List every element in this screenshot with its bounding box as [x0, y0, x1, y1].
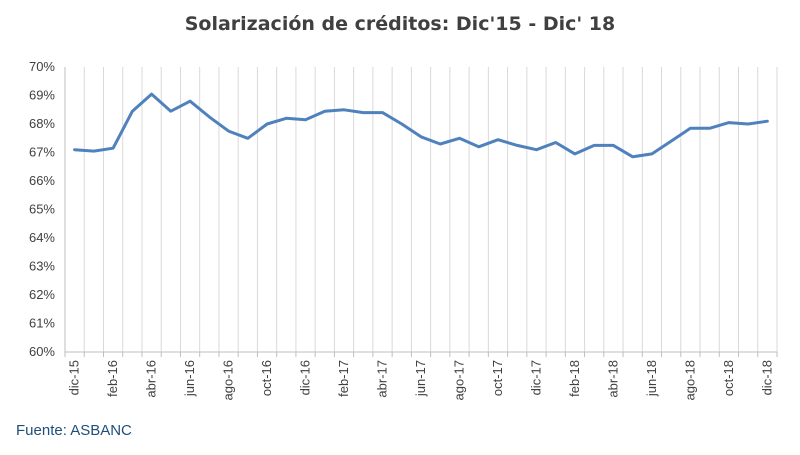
x-tick-label: jun-18 — [644, 360, 659, 397]
x-tick-label: ago-16 — [221, 360, 236, 400]
data-point — [362, 111, 365, 114]
data-point — [766, 120, 769, 123]
data-point — [554, 141, 557, 144]
y-tick-label: 67% — [29, 145, 55, 160]
data-point — [573, 152, 576, 155]
source-note: Fuente: ASBANC — [16, 422, 132, 439]
data-point — [112, 147, 115, 150]
data-point — [747, 123, 750, 126]
x-tick-label: ago-18 — [682, 360, 697, 400]
x-tick-label: dic-15 — [67, 360, 82, 395]
chart-title: Solarización de créditos: Dic'15 - Dic' … — [184, 13, 616, 35]
x-tick-label: abr-17 — [375, 360, 390, 398]
data-point — [208, 115, 211, 118]
data-point — [285, 117, 288, 120]
x-tick-label: feb-18 — [567, 360, 582, 397]
x-tick-label: abr-18 — [605, 360, 620, 398]
data-point — [535, 148, 538, 151]
data-point — [169, 110, 172, 113]
data-point — [150, 93, 153, 96]
data-point — [439, 142, 442, 145]
data-point — [689, 127, 692, 130]
y-tick-label: 63% — [29, 259, 55, 274]
data-point — [670, 140, 673, 143]
data-point — [593, 144, 596, 147]
x-tick-label: dic-18 — [759, 360, 774, 395]
data-point — [381, 111, 384, 114]
data-point — [73, 148, 76, 151]
y-tick-label: 64% — [29, 230, 55, 245]
x-tick-label: oct-18 — [721, 360, 736, 396]
data-point — [246, 137, 249, 140]
data-point — [650, 152, 653, 155]
data-point — [92, 150, 95, 153]
x-tick-label: oct-17 — [490, 360, 505, 396]
data-point — [458, 137, 461, 140]
y-tick-label: 60% — [29, 344, 55, 359]
data-point — [631, 155, 634, 158]
data-point — [708, 127, 711, 130]
y-tick-label: 68% — [29, 116, 55, 131]
data-point — [304, 118, 307, 121]
x-tick-label: feb-17 — [336, 360, 351, 397]
y-tick-label: 65% — [29, 202, 55, 217]
data-point — [496, 138, 499, 141]
x-tick-label: dic-16 — [298, 360, 313, 395]
data-point — [420, 135, 423, 138]
data-point — [612, 144, 615, 147]
data-point — [727, 121, 730, 124]
data-point — [477, 145, 480, 148]
data-point — [266, 123, 269, 126]
y-tick-label: 61% — [29, 316, 55, 331]
data-point — [131, 110, 134, 113]
y-tick-label: 62% — [29, 287, 55, 302]
data-point — [227, 130, 230, 133]
y-tick-label: 66% — [29, 173, 55, 188]
data-point — [343, 108, 346, 111]
data-point — [516, 144, 519, 147]
series-line — [73, 92, 769, 159]
x-tick-label: jun-16 — [182, 360, 197, 397]
x-tick-label: dic-17 — [528, 360, 543, 395]
data-point — [323, 110, 326, 113]
x-tick-label: feb-16 — [105, 360, 120, 397]
x-tick-label: oct-16 — [259, 360, 274, 396]
x-tick-label: abr-16 — [144, 360, 159, 398]
x-tick-label: jun-17 — [413, 360, 428, 397]
data-point — [189, 100, 192, 103]
x-tick-label: ago-17 — [451, 360, 466, 400]
y-tick-label: 70% — [29, 59, 55, 74]
data-point — [400, 123, 403, 126]
y-tick-label: 69% — [29, 88, 55, 103]
